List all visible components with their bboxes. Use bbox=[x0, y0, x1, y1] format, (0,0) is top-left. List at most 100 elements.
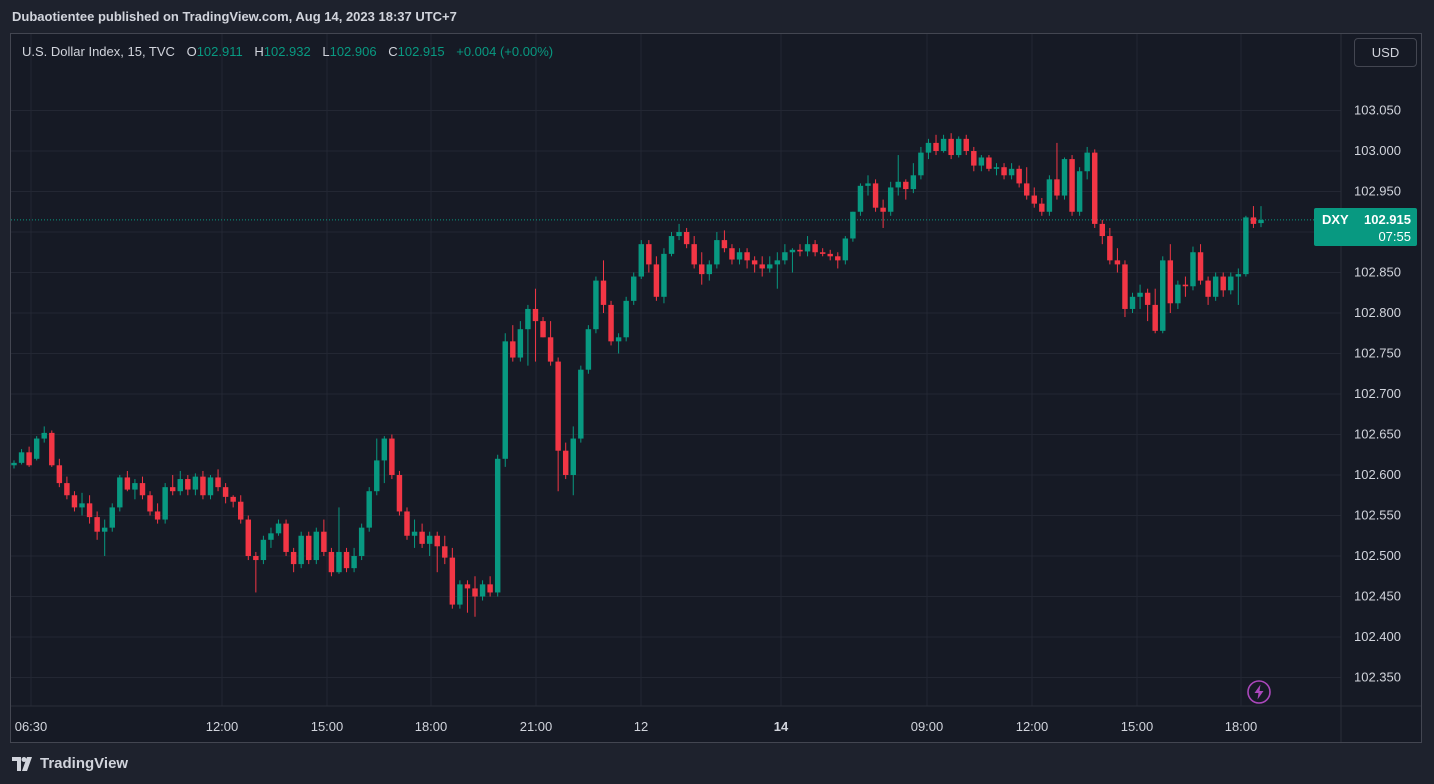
candle-body bbox=[260, 539, 267, 561]
candle-body bbox=[33, 438, 40, 459]
candle bbox=[298, 531, 304, 569]
y-tick-label: 103.050 bbox=[1354, 103, 1401, 118]
candle-body bbox=[177, 479, 183, 492]
candle bbox=[661, 248, 667, 304]
x-tick-label: 14 bbox=[774, 719, 789, 734]
candle bbox=[646, 240, 652, 273]
candle bbox=[132, 479, 138, 500]
candle bbox=[411, 519, 418, 548]
candle bbox=[706, 260, 713, 281]
legend-high-value: 102.932 bbox=[263, 44, 311, 59]
candle-body bbox=[18, 452, 25, 463]
candle bbox=[101, 519, 108, 556]
candle bbox=[177, 470, 183, 496]
candle-body bbox=[389, 438, 395, 475]
candle-body bbox=[494, 458, 501, 593]
candle-body bbox=[789, 249, 796, 253]
candle bbox=[600, 260, 607, 313]
candle-body bbox=[56, 465, 63, 484]
candle-body bbox=[1212, 276, 1219, 297]
candle-body bbox=[101, 527, 108, 532]
candle bbox=[1031, 187, 1037, 208]
candle-body bbox=[1175, 284, 1181, 304]
candle-body bbox=[374, 460, 380, 492]
tradingview-logo[interactable]: TradingView bbox=[12, 755, 128, 772]
candle bbox=[1107, 227, 1113, 265]
currency-button[interactable]: USD bbox=[1354, 38, 1417, 67]
candle bbox=[18, 449, 25, 465]
candle-body bbox=[230, 496, 236, 502]
legend-symbol: U.S. Dollar Index, 15, TVC bbox=[22, 44, 175, 59]
candle-body bbox=[1114, 260, 1121, 265]
candle bbox=[880, 199, 886, 228]
candle bbox=[313, 527, 320, 565]
candle-body bbox=[850, 211, 856, 239]
candle-body bbox=[64, 483, 70, 496]
candle-body bbox=[94, 517, 100, 532]
candle-body bbox=[842, 238, 849, 261]
candle-body bbox=[971, 151, 977, 166]
candle bbox=[494, 454, 501, 597]
candle-body bbox=[600, 280, 607, 305]
candle-body bbox=[49, 432, 55, 466]
candle bbox=[1190, 246, 1196, 291]
candle bbox=[396, 470, 403, 516]
candle-body bbox=[676, 232, 682, 237]
candle-body bbox=[555, 361, 561, 451]
candle bbox=[1008, 163, 1015, 180]
candle bbox=[1069, 155, 1075, 216]
candle-body bbox=[1023, 183, 1030, 196]
candle bbox=[540, 317, 546, 338]
candle bbox=[721, 230, 728, 253]
tradingview-logo-icon bbox=[12, 756, 32, 771]
candle-body bbox=[948, 138, 954, 156]
candle-body bbox=[1001, 167, 1007, 176]
candle-body bbox=[736, 252, 743, 260]
candle bbox=[623, 296, 629, 342]
candle-body bbox=[1190, 252, 1196, 287]
candle bbox=[895, 155, 901, 196]
candle bbox=[1258, 206, 1264, 228]
candle bbox=[797, 244, 803, 257]
candle bbox=[903, 179, 909, 200]
candle-body bbox=[699, 264, 705, 275]
candle bbox=[759, 256, 765, 277]
candle-body bbox=[479, 584, 486, 597]
candle bbox=[374, 438, 380, 496]
legend-open-value: 102.911 bbox=[196, 44, 243, 59]
candle bbox=[585, 325, 592, 374]
candle bbox=[343, 547, 350, 573]
candle-body bbox=[782, 252, 788, 261]
candle bbox=[419, 523, 425, 548]
candle-body bbox=[358, 527, 365, 556]
candle bbox=[729, 244, 735, 265]
candle bbox=[1039, 197, 1045, 216]
candle-body bbox=[1250, 217, 1257, 224]
candle bbox=[578, 365, 584, 443]
candle bbox=[389, 434, 395, 480]
candle-body bbox=[222, 487, 229, 497]
price-tag-symbol: DXY bbox=[1322, 212, 1349, 227]
candle bbox=[676, 223, 682, 241]
candle-body bbox=[517, 329, 524, 358]
y-tick-label: 103.000 bbox=[1354, 143, 1401, 158]
candle-body bbox=[1205, 280, 1211, 297]
candle-body bbox=[472, 588, 478, 597]
chart-frame[interactable]: 102.350 102.400 102.450 102.500 102.550 102.6… bbox=[10, 33, 1422, 743]
candle bbox=[865, 175, 871, 196]
candle-body bbox=[117, 477, 123, 508]
lightning-icon[interactable] bbox=[1247, 680, 1271, 704]
candle-body bbox=[1235, 274, 1242, 277]
candle bbox=[850, 211, 856, 242]
x-tick-label: 15:00 bbox=[1121, 719, 1154, 734]
candlestick-chart[interactable]: 102.350 102.400 102.450 102.500 102.550 102.6… bbox=[11, 34, 1421, 742]
y-tick-label: 102.350 bbox=[1354, 670, 1401, 685]
candle-body bbox=[245, 519, 252, 556]
candle-body bbox=[26, 452, 32, 466]
candle bbox=[1250, 206, 1257, 228]
candle-body bbox=[910, 175, 917, 190]
candle-body bbox=[366, 491, 372, 528]
candle bbox=[1228, 272, 1234, 295]
x-tick-label: 18:00 bbox=[1225, 719, 1258, 734]
candle bbox=[290, 547, 297, 573]
